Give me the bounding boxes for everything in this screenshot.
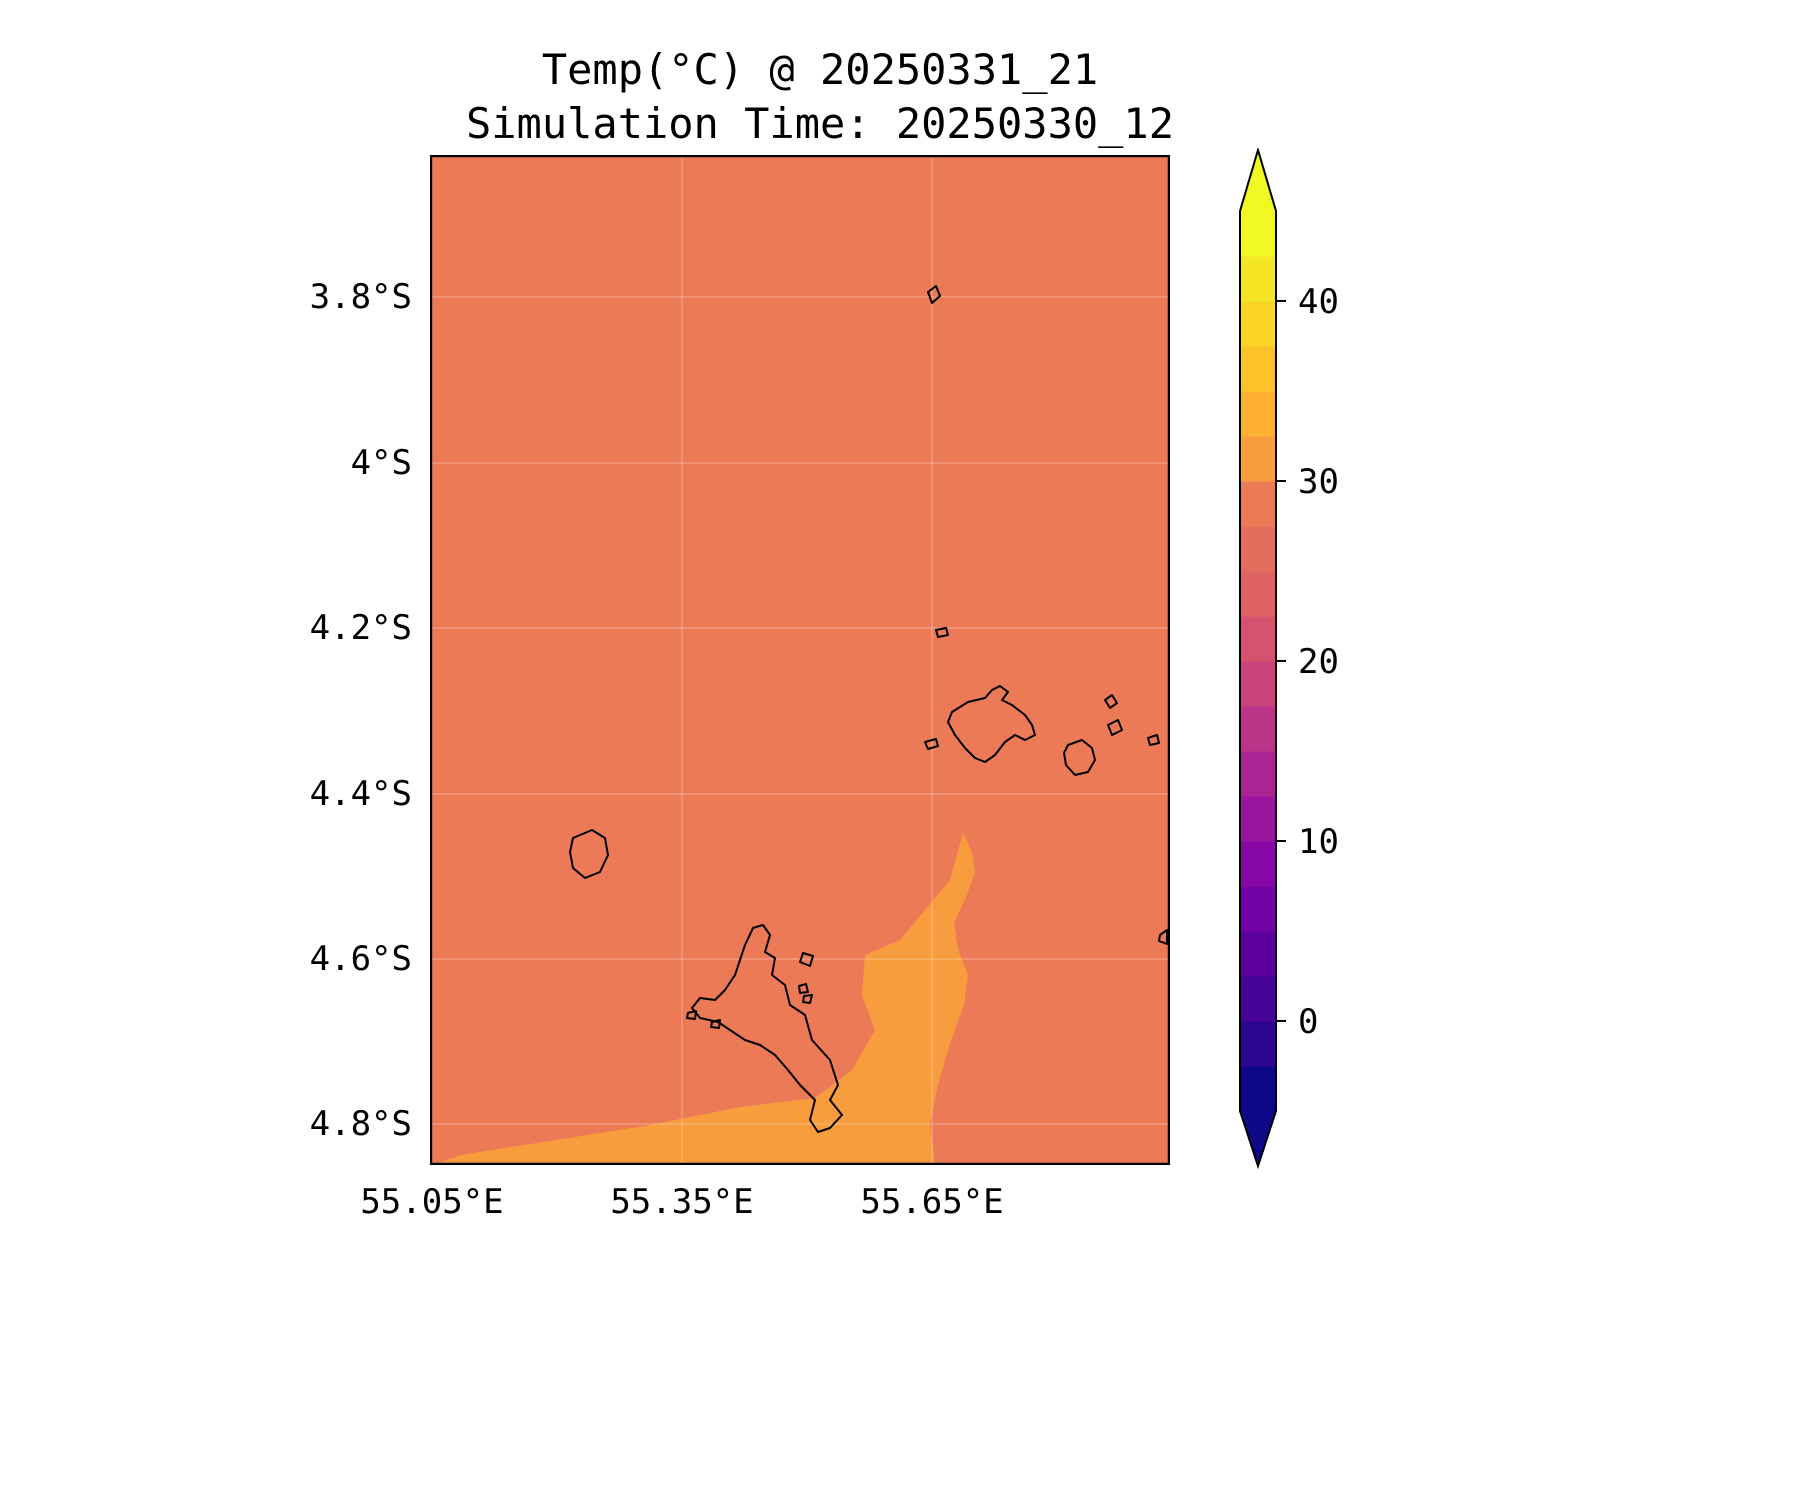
colorbar-band xyxy=(1240,1021,1276,1067)
y-tick-label: 4.2°S xyxy=(309,607,412,648)
coastline-mahe-islet-w2 xyxy=(710,1019,721,1029)
coastline-silhouette xyxy=(569,829,609,879)
colorbar-band xyxy=(1240,571,1276,617)
x-tick-label: 55.65°E xyxy=(860,1182,1004,1222)
colorbar-tick-label: 40 xyxy=(1298,282,1339,322)
chart-title: Temp(°C) @ 20250331_21 xyxy=(541,45,1099,94)
colorbar-band xyxy=(1240,796,1276,842)
colorbar-band xyxy=(1240,481,1276,527)
axes-frame xyxy=(430,155,1170,1165)
coastline-islet-aride xyxy=(935,627,949,638)
colorbar-tick-label: 20 xyxy=(1298,642,1339,682)
colorbar-band xyxy=(1240,1066,1276,1112)
colorbar-extend-over xyxy=(1240,150,1276,211)
colorbar-band xyxy=(1240,211,1276,257)
colorbar-band xyxy=(1240,346,1276,392)
coastline-mahe-islet-ne xyxy=(799,952,814,967)
coastline-praslin xyxy=(947,685,1036,763)
coastline-mahe-islet-e1 xyxy=(798,983,809,994)
colorbar-band xyxy=(1240,931,1276,977)
y-tick-label: 4.4°S xyxy=(309,774,412,815)
coastline-islet-west-of-praslin xyxy=(924,738,939,750)
colorbar-band xyxy=(1240,661,1276,707)
colorbar-band xyxy=(1240,886,1276,932)
colorbar-extend-under xyxy=(1240,1111,1276,1166)
colorbar-outline xyxy=(1239,146,1277,1170)
coastline-islet-ne-b xyxy=(1107,719,1123,736)
chart-subtitle: Simulation Time: 20250330_12 xyxy=(465,99,1174,148)
x-tick-label: 55.05°E xyxy=(360,1182,504,1222)
y-tick-label: 3.8°S xyxy=(309,277,412,317)
colorbar-band xyxy=(1240,391,1276,437)
coastline-islet-ne-a xyxy=(1104,694,1118,709)
warm-temperature-patch xyxy=(435,833,975,1165)
coastline-islet-east-edge xyxy=(1147,734,1160,746)
coastline-islet-north xyxy=(927,285,941,304)
colorbar-band xyxy=(1240,751,1276,797)
coastline-mahe xyxy=(691,924,843,1133)
y-tick-label: 4.8°S xyxy=(309,1103,412,1144)
colorbar-band xyxy=(1240,301,1276,347)
colorbar-tick-label: 10 xyxy=(1298,822,1339,862)
coastline-mahe-islet-w1 xyxy=(686,1010,697,1020)
colorbar-svg: 0 10 20 30 40 xyxy=(1239,146,1339,1170)
colorbar-tick-label: 0 xyxy=(1298,1002,1318,1042)
coastline-islet-se-edge xyxy=(1158,929,1168,945)
sea-fill xyxy=(430,155,1170,1165)
colorbar-band xyxy=(1240,256,1276,302)
colorbar-tick-label: 30 xyxy=(1298,462,1339,502)
coastline-la-digue xyxy=(1063,739,1096,776)
colorbar-band xyxy=(1240,706,1276,752)
x-tick-label: 55.35°E xyxy=(610,1182,754,1222)
coastline-mahe-islet-e2 xyxy=(802,994,813,1004)
y-tick-label: 4°S xyxy=(350,443,412,484)
colorbar: 0 10 20 30 40 xyxy=(1235,146,1435,1172)
y-tick-label: 4.6°S xyxy=(309,938,412,979)
map-plot-area xyxy=(430,155,1170,1165)
colorbar-band xyxy=(1240,616,1276,662)
colorbar-band xyxy=(1240,436,1276,482)
colorbar-band xyxy=(1240,841,1276,887)
colorbar-band xyxy=(1240,526,1276,572)
map-svg xyxy=(430,155,1170,1165)
colorbar-band xyxy=(1240,976,1276,1022)
